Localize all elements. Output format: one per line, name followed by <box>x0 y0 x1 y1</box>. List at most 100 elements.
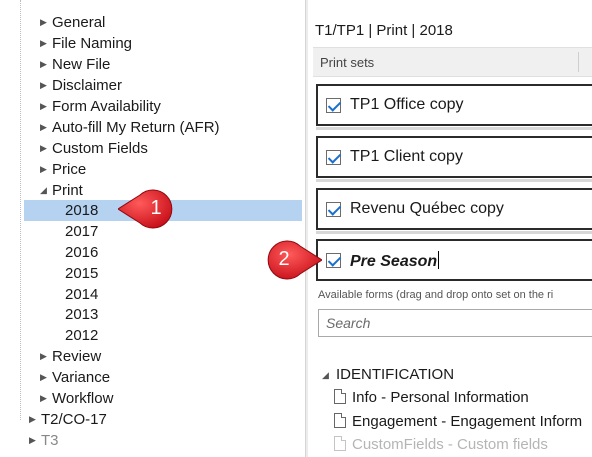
tree-item-file-naming[interactable]: ▶ File Naming <box>40 33 132 54</box>
print-set-label: TP1 Office copy <box>350 96 464 113</box>
expand-arrow-icon[interactable]: ▶ <box>40 101 47 111</box>
tree-item-new-file[interactable]: ▶ New File <box>40 54 110 75</box>
print-set-label: Revenu Québec copy <box>350 200 504 217</box>
callout-number: 1 <box>150 197 162 219</box>
expand-arrow-icon[interactable]: ▶ <box>40 143 47 153</box>
print-set-label: Pre Season <box>350 253 438 270</box>
breadcrumb: T1/TP1 | Print | 2018 <box>315 22 453 39</box>
form-item-label: Engagement - Engagement Inform <box>352 413 583 430</box>
tree-item-2014[interactable]: 2014 <box>65 284 98 305</box>
tree-item-t3[interactable]: ▶ T3 <box>29 430 59 451</box>
tree-item-label: 2015 <box>65 265 99 282</box>
expand-arrow-icon[interactable]: ▶ <box>40 122 47 132</box>
callout-pointer-icon <box>118 189 173 229</box>
divider <box>316 231 592 234</box>
expand-arrow-icon[interactable]: ▶ <box>40 164 47 174</box>
tree-item-label: 2013 <box>65 306 99 323</box>
tree-item-review[interactable]: ▶ Review <box>40 346 101 367</box>
expand-arrow-icon[interactable]: ▶ <box>40 372 47 382</box>
form-group-identification[interactable]: ◢ IDENTIFICATION <box>322 366 454 383</box>
expand-arrow-icon[interactable]: ▶ <box>40 351 47 361</box>
tree-item-price[interactable]: ▶ Price <box>40 159 86 180</box>
expand-arrow-icon[interactable]: ▶ <box>29 435 36 445</box>
tree-item-label: General <box>52 14 106 31</box>
document-icon <box>334 389 346 404</box>
form-group-label: IDENTIFICATION <box>336 366 455 383</box>
tree-item-variance[interactable]: ▶ Variance <box>40 367 110 388</box>
tree-item-2017[interactable]: 2017 <box>65 221 98 242</box>
tree-item-label: Auto-fill My Return (AFR) <box>52 119 220 136</box>
expand-arrow-icon[interactable]: ▶ <box>40 17 47 27</box>
tree-item-custom-fields[interactable]: ▶ Custom Fields <box>40 138 148 159</box>
text-caret <box>438 251 440 269</box>
tree-item-label: Custom Fields <box>52 140 148 157</box>
print-set-checkbox[interactable] <box>326 150 341 165</box>
column-divider[interactable] <box>578 52 579 72</box>
expand-arrow-icon[interactable]: ▶ <box>40 59 47 69</box>
print-set-checkbox[interactable] <box>326 202 341 217</box>
tree-item-label: T3 <box>41 432 59 449</box>
form-item[interactable]: Info - Personal Information <box>334 387 529 408</box>
print-set-label: TP1 Client copy <box>350 148 463 165</box>
print-set-pre-season[interactable]: Pre Season <box>316 239 592 281</box>
callout-badge-2: 2 <box>260 240 322 280</box>
print-set-name-input[interactable]: Pre Season <box>350 251 440 271</box>
divider <box>316 127 592 130</box>
print-set-tp1-office[interactable]: TP1 Office copy <box>316 84 592 126</box>
divider <box>316 179 592 182</box>
print-sets-header: Print sets <box>313 47 592 77</box>
tree-item-2015[interactable]: 2015 <box>65 263 98 284</box>
print-set-checkbox[interactable] <box>326 253 341 268</box>
callout-number: 2 <box>278 248 290 270</box>
expand-arrow-icon[interactable]: ▶ <box>29 414 36 424</box>
tree-item-print[interactable]: ◢ Print <box>40 180 83 201</box>
search-input[interactable] <box>319 310 592 336</box>
available-forms-label: Available forms (drag and drop onto set … <box>318 289 554 301</box>
expand-arrow-icon[interactable]: ▶ <box>40 393 47 403</box>
print-sets-header-label: Print sets <box>320 55 375 70</box>
tree-item-label: 2012 <box>65 327 99 344</box>
tree-item-label: Review <box>52 348 102 365</box>
tree-item-label: New File <box>52 56 111 73</box>
tree-item-2016[interactable]: 2016 <box>65 242 98 263</box>
callout-badge-1: 1 <box>118 189 180 229</box>
print-set-checkbox[interactable] <box>326 98 341 113</box>
expand-arrow-icon[interactable]: ▶ <box>40 38 47 48</box>
tree-item-label: Form Availability <box>52 98 161 115</box>
tree-item-label: Workflow <box>52 390 114 407</box>
expand-arrow-icon[interactable]: ▶ <box>40 80 47 90</box>
print-set-tp1-client[interactable]: TP1 Client copy <box>316 136 592 178</box>
tree-item-workflow[interactable]: ▶ Workflow <box>40 388 113 409</box>
tree-item-label: Disclaimer <box>52 77 123 94</box>
collapse-arrow-icon[interactable]: ◢ <box>40 185 47 195</box>
tree-item-label: 2014 <box>65 286 99 303</box>
print-set-revenu-quebec[interactable]: Revenu Québec copy <box>316 188 592 230</box>
tree-item-label: 2016 <box>65 244 99 261</box>
tree-item-t2-co17[interactable]: ▶ T2/CO-17 <box>29 409 107 430</box>
tree-item-label: T2/CO-17 <box>41 411 107 428</box>
form-item[interactable]: Engagement - Engagement Inform <box>334 411 582 432</box>
tree-item-label: Print <box>52 182 83 199</box>
tree-item-form-availability[interactable]: ▶ Form Availability <box>40 96 161 117</box>
tree-item-auto-fill[interactable]: ▶ Auto-fill My Return (AFR) <box>40 117 220 138</box>
document-icon <box>334 436 346 451</box>
tree-item-2012[interactable]: 2012 <box>65 325 98 346</box>
search-box[interactable] <box>318 309 592 337</box>
form-item[interactable]: CustomFields - Custom fields <box>334 434 548 455</box>
print-settings-panel: T1/TP1 | Print | 2018 Print sets TP1 Off… <box>308 0 592 457</box>
tree-guide-line <box>20 0 21 420</box>
tree-item-label: Variance <box>52 369 111 386</box>
form-item-label: CustomFields - Custom fields <box>352 436 548 453</box>
tree-item-disclaimer[interactable]: ▶ Disclaimer <box>40 75 122 96</box>
form-item-label: Info - Personal Information <box>352 389 529 406</box>
panel-splitter[interactable] <box>305 0 308 457</box>
settings-tree: ▶ General ▶ File Naming ▶ New File ▶ Disclai… <box>20 0 302 451</box>
callout-pointer-icon <box>267 240 322 280</box>
document-icon <box>334 413 346 428</box>
tree-item-2013[interactable]: 2013 <box>65 304 98 325</box>
tree-item-general[interactable]: ▶ General <box>40 12 105 33</box>
tree-item-label: 2017 <box>65 223 99 240</box>
tree-item-label: Price <box>52 161 87 178</box>
tree-item-label: 2018 <box>65 202 99 219</box>
collapse-arrow-icon[interactable]: ◢ <box>322 370 329 380</box>
